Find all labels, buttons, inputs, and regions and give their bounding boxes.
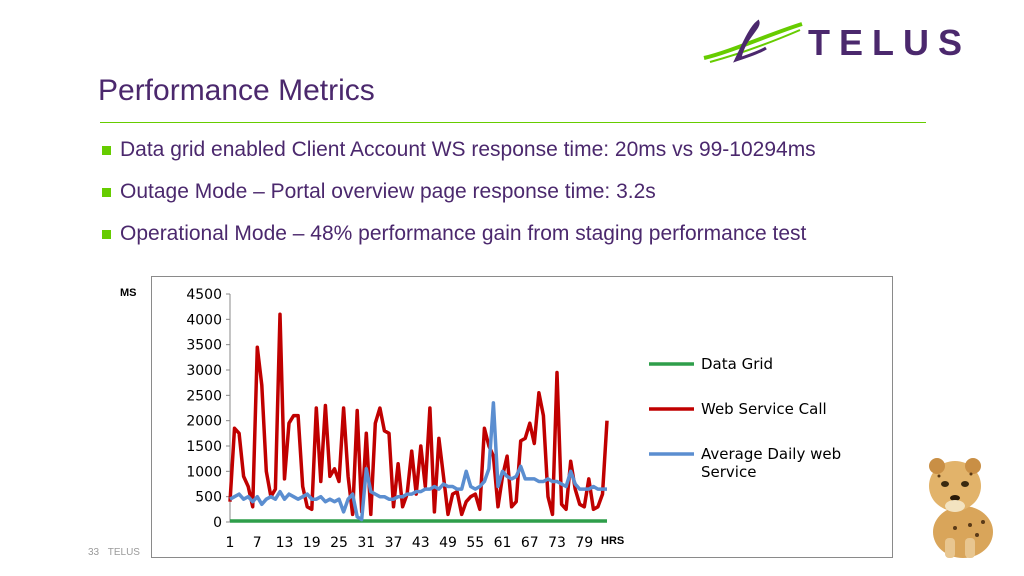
- y-axis-unit-label: MS: [120, 287, 137, 299]
- cheetah-mascot-image: [929, 458, 993, 558]
- footer: 33 TELUS: [88, 547, 146, 558]
- x-tick-label: 67: [521, 535, 539, 551]
- series-line-3: [229, 401, 607, 522]
- telus-logo: TELUS: [700, 18, 990, 68]
- y-tick-label: 4000: [186, 312, 222, 328]
- series-line-2: [228, 312, 609, 517]
- y-tick-label: 2000: [186, 414, 222, 430]
- x-tick-label: 73: [548, 535, 566, 551]
- x-tick-label: 31: [357, 535, 375, 551]
- bullet-item: Outage Mode – Portal overview page respo…: [100, 178, 816, 220]
- page-title: Performance Metrics: [98, 74, 375, 107]
- line-chart: 0 500 1000 1500 2000 2500 3000 3500 4000 4500 1 7 13…: [186, 287, 841, 551]
- x-tick-label: 43: [412, 535, 430, 551]
- bullet-square-icon: [102, 230, 111, 239]
- y-tick-label: 0: [213, 515, 222, 531]
- title-divider: [100, 122, 926, 123]
- y-tick-label: 1500: [186, 439, 222, 455]
- y-tick-label: 3000: [186, 363, 222, 379]
- telus-wordmark: TELUS: [808, 22, 972, 63]
- x-tick-label: 37: [385, 535, 403, 551]
- x-tick-label: 7: [253, 535, 262, 551]
- x-tick-label: 61: [494, 535, 512, 551]
- x-tick-label: 13: [276, 535, 294, 551]
- footer-brand: TELUS: [107, 547, 140, 558]
- y-tick-label: 2500: [186, 388, 222, 404]
- y-tick-label: 500: [195, 490, 222, 506]
- x-tick-label: 79: [575, 535, 593, 551]
- legend-label-2: Web Service Call: [701, 400, 827, 418]
- legend-label-1: Data Grid: [701, 355, 773, 373]
- bullet-item: Data grid enabled Client Account WS resp…: [100, 136, 816, 178]
- x-axis-unit-label: HRS: [601, 535, 625, 547]
- chart-container: 0 500 1000 1500 2000 2500 3000 3500 4000 4500 1 7 13…: [151, 276, 893, 558]
- legend-label-3: Average Daily web Service: [701, 445, 841, 481]
- x-tick-label: 49: [439, 535, 457, 551]
- page-number: 33: [88, 547, 100, 558]
- x-tick-label: 19: [303, 535, 321, 551]
- x-tick-label: 1: [226, 535, 235, 551]
- bullet-square-icon: [102, 146, 111, 155]
- bullet-square-icon: [102, 188, 111, 197]
- x-tick-label: 55: [466, 535, 484, 551]
- y-tick-label: 3500: [186, 338, 222, 354]
- y-tick-label: 4500: [186, 287, 222, 303]
- x-tick-label: 25: [330, 535, 348, 551]
- y-tick-label: 1000: [186, 464, 222, 480]
- bullet-item: Operational Mode – 48% performance gain …: [100, 220, 816, 262]
- bullet-list: Data grid enabled Client Account WS resp…: [100, 136, 816, 262]
- telus-swoosh-icon: [703, 19, 803, 63]
